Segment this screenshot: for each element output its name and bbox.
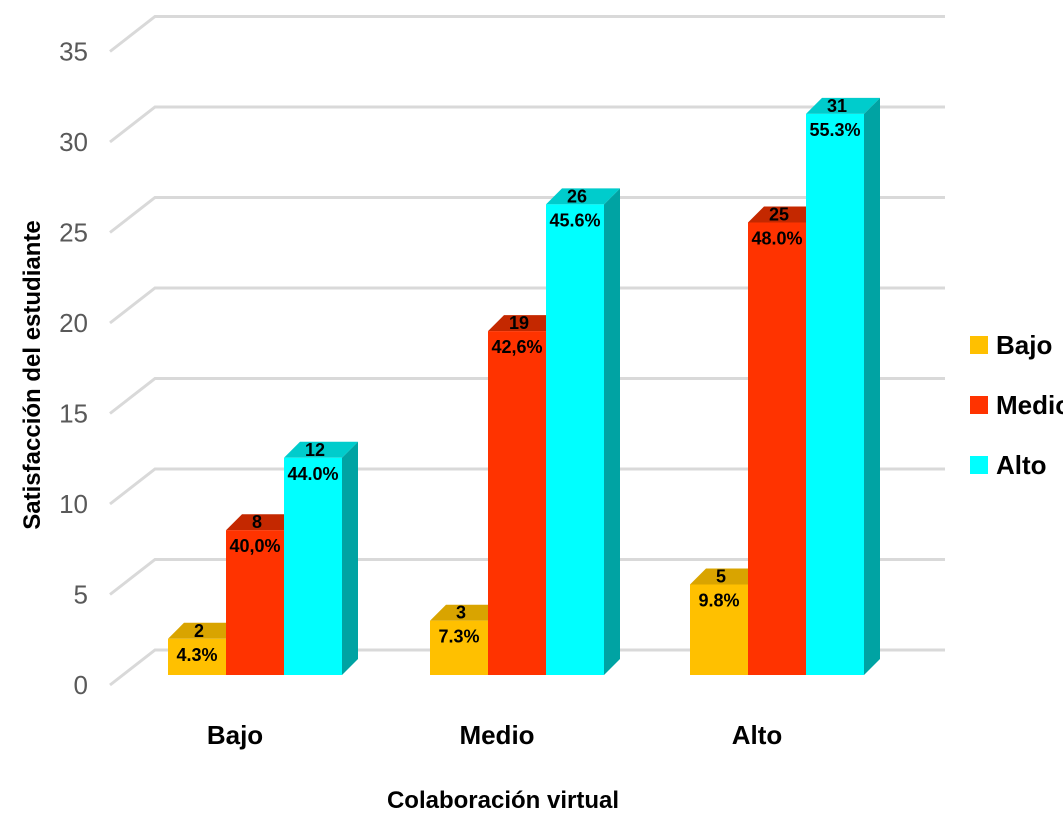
bar-front — [748, 222, 806, 675]
bar-side — [342, 441, 358, 675]
gridline-5 — [109, 196, 945, 234]
data-label-percent: 55.3% — [809, 120, 860, 140]
data-label-percent: 4.3% — [176, 645, 217, 665]
data-label-percent: 48.0% — [751, 229, 802, 249]
bar-front — [168, 638, 226, 675]
bar-top — [168, 622, 242, 639]
data-label-percent: 45.6% — [549, 210, 600, 230]
bar-top — [806, 97, 880, 114]
bar-front — [488, 331, 546, 675]
bar-top — [284, 441, 358, 458]
legend-label-bajo: Bajo — [996, 329, 1053, 360]
bar-alto-medio: 26 45.6% — [546, 186, 620, 675]
data-label-value: 5 — [716, 567, 726, 587]
bar-top — [430, 604, 504, 621]
bar-front — [690, 584, 748, 675]
y-tick-label: 10 — [59, 489, 88, 519]
legend-swatch-medio — [970, 396, 988, 414]
bar-top — [748, 206, 822, 223]
bar-front — [806, 113, 864, 675]
data-label-percent: 44.0% — [287, 464, 338, 484]
gridline-0 — [109, 648, 945, 687]
bar-top — [546, 188, 620, 205]
data-label-percent: 40,0% — [229, 536, 280, 556]
y-tick-label: 0 — [74, 670, 88, 700]
bar-alto-bajo: 12 44.0% — [284, 440, 358, 675]
gridline-1 — [109, 558, 945, 596]
y-axis-title: Satisfacción del estudiante — [19, 220, 46, 529]
bar-front — [546, 204, 604, 675]
legend-item-bajo: Bajo — [970, 330, 1063, 360]
x-axis-title: Colaboración virtual — [387, 787, 619, 814]
x-category-label: Alto — [732, 720, 783, 750]
x-category-label: Bajo — [207, 720, 263, 750]
bar-front — [284, 457, 342, 675]
data-label-value: 3 — [456, 603, 466, 623]
legend-label-medio: Medio — [996, 389, 1063, 420]
gridlines — [109, 15, 945, 687]
gridline-4 — [109, 286, 945, 325]
data-label-value: 8 — [252, 512, 262, 532]
data-label-value: 25 — [769, 205, 789, 225]
x-category-label: Medio — [459, 720, 534, 750]
y-tick-label: 5 — [74, 580, 88, 610]
data-label-percent: 9.8% — [698, 591, 739, 611]
legend-item-medio: Medio — [970, 390, 1063, 420]
y-tick-label: 25 — [59, 218, 88, 248]
bar-side — [604, 188, 620, 675]
data-label-value: 26 — [567, 186, 587, 206]
data-label-value: 2 — [194, 621, 204, 641]
legend: Bajo Medio Alto — [970, 330, 1063, 510]
bars: 2 4.3% 8 40,0% 12 44.0% 3 7.3% 19 42,6% 26 45.6% 5 9.… — [168, 96, 880, 675]
y-tick-label: 20 — [59, 308, 88, 338]
legend-swatch-alto — [970, 456, 988, 474]
gridline-2 — [109, 467, 945, 506]
y-tick-label: 30 — [59, 127, 88, 157]
data-label-percent: 42,6% — [491, 337, 542, 357]
bar-side — [864, 97, 880, 675]
gridline-6 — [109, 105, 945, 144]
y-tick-label: 15 — [59, 399, 88, 429]
legend-swatch-bajo — [970, 336, 988, 354]
bar-front — [226, 530, 284, 675]
bar-top — [488, 315, 562, 332]
legend-label-alto: Alto — [996, 449, 1047, 480]
category-labels: Bajo Medio Alto — [207, 720, 782, 750]
data-label-value: 19 — [509, 313, 529, 333]
data-label-value: 12 — [305, 440, 325, 460]
data-label-value: 31 — [827, 96, 847, 116]
y-tick-label: 35 — [59, 37, 88, 67]
bar-alto-alto: 31 55.3% — [806, 96, 880, 675]
bar-top — [226, 514, 300, 531]
gridline-7 — [109, 15, 945, 53]
data-label-percent: 7.3% — [438, 627, 479, 647]
y-tick-labels: 0 5 10 15 20 25 30 35 — [59, 37, 88, 701]
gridline-3 — [109, 377, 945, 415]
legend-item-alto: Alto — [970, 450, 1063, 480]
bar-front — [430, 620, 488, 675]
bar-top — [690, 568, 764, 585]
